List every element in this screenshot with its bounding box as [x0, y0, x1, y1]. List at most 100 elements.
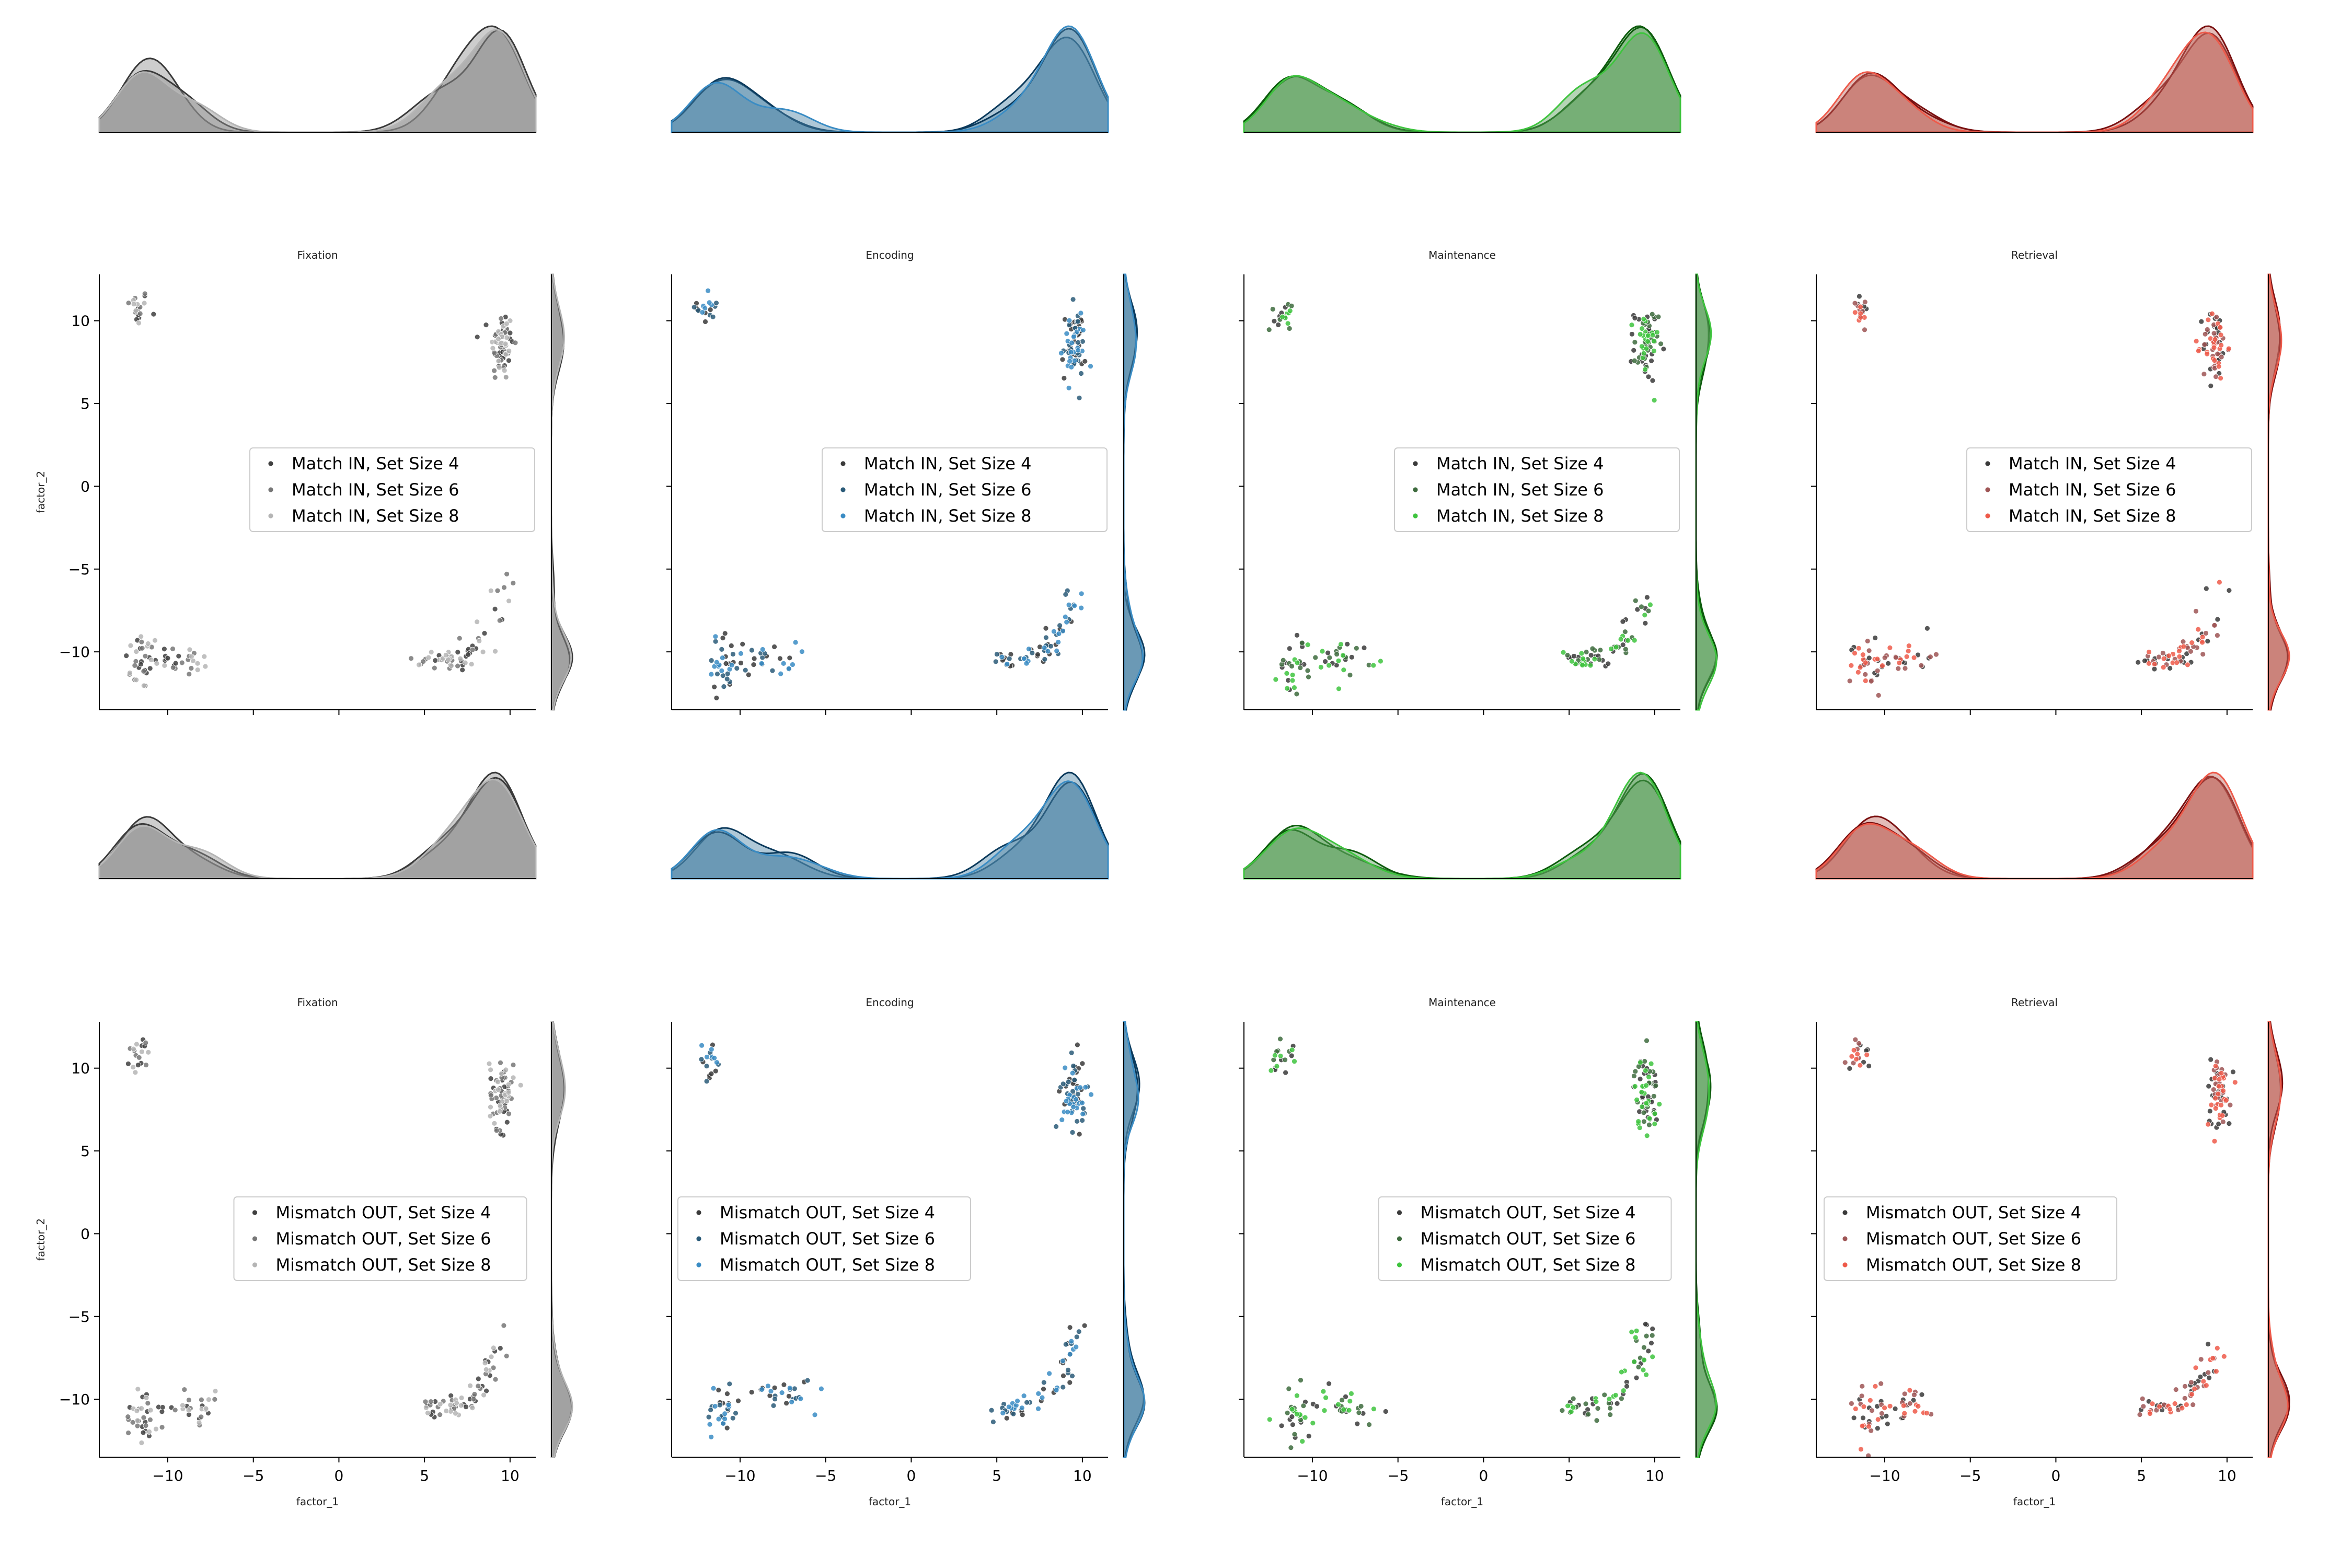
legend-label: Match IN, Set Size 6 — [864, 480, 1031, 500]
data-point — [698, 1056, 705, 1063]
data-point — [517, 1082, 524, 1088]
data-point — [707, 307, 713, 313]
data-point — [172, 1407, 178, 1413]
data-point — [1064, 619, 1070, 625]
data-point — [494, 587, 501, 594]
data-point — [1341, 667, 1347, 673]
density-curve — [2267, 273, 2290, 711]
data-point — [1852, 309, 1858, 316]
data-point — [702, 319, 708, 325]
data-point — [1021, 655, 1027, 662]
data-point — [1872, 1383, 1878, 1389]
data-point — [503, 1353, 510, 1359]
data-point — [2212, 337, 2218, 342]
data-point — [425, 1410, 431, 1416]
data-point — [425, 654, 432, 661]
scatter-points — [698, 1042, 1094, 1440]
data-point — [2208, 1102, 2215, 1108]
data-point — [506, 598, 512, 604]
data-point — [1631, 637, 1638, 643]
subplot-mismatch-maintenance: Maintenance −10 −5 0 5 10 factor_1 Mismatch OUT… — [1239, 771, 1718, 1508]
data-point — [499, 1070, 504, 1077]
data-point — [1639, 326, 1645, 331]
data-point — [1867, 1397, 1873, 1403]
data-point — [1278, 1423, 1285, 1429]
data-point — [2160, 650, 2166, 656]
data-point — [1078, 605, 1085, 611]
data-point — [1079, 1117, 1086, 1124]
marginal-y-density — [550, 273, 573, 711]
data-point — [1848, 662, 1854, 668]
data-point — [1629, 322, 1635, 328]
data-point — [145, 641, 151, 647]
data-point — [1633, 1375, 1640, 1381]
data-point — [1292, 1431, 1298, 1437]
data-point — [1063, 1098, 1069, 1104]
data-point — [2173, 1387, 2179, 1393]
data-point — [423, 1404, 429, 1411]
data-point — [2204, 351, 2210, 357]
data-point — [818, 1386, 824, 1392]
data-point — [1878, 1380, 1884, 1387]
data-point — [1347, 672, 1353, 678]
data-point — [1625, 638, 1631, 643]
data-point — [1037, 644, 1043, 650]
data-point — [2151, 661, 2158, 667]
data-point — [2182, 1383, 2188, 1389]
data-point — [2205, 1121, 2211, 1127]
data-point — [416, 662, 422, 668]
data-point — [205, 1397, 212, 1403]
data-point — [1010, 1411, 1017, 1417]
data-point — [134, 1408, 140, 1414]
data-point — [497, 617, 503, 624]
y-tick-label: 0 — [80, 478, 90, 495]
data-point — [491, 367, 497, 374]
data-point — [777, 655, 783, 662]
data-point — [1043, 635, 1049, 641]
data-point — [2199, 634, 2206, 640]
data-point — [990, 1419, 996, 1425]
data-point — [1650, 377, 1656, 384]
data-point — [159, 1404, 166, 1410]
data-point — [1654, 329, 1660, 336]
data-point — [198, 1414, 204, 1420]
data-point — [1904, 654, 1910, 660]
legend-label: Match IN, Set Size 6 — [1436, 480, 1604, 500]
data-point — [1642, 366, 1648, 373]
data-point — [1923, 1410, 1930, 1416]
data-point — [1288, 303, 1295, 309]
marginal-y-density — [550, 1021, 573, 1458]
data-point — [1859, 1393, 1865, 1399]
data-point — [141, 683, 147, 689]
data-point — [492, 374, 498, 381]
density-curve — [1695, 1021, 1717, 1458]
data-point — [147, 665, 153, 672]
data-point — [1643, 1371, 1650, 1378]
data-point — [501, 367, 508, 374]
data-point — [722, 630, 728, 637]
data-point — [2202, 331, 2208, 337]
data-point — [1895, 665, 1901, 672]
legend-label: Mismatch OUT, Set Size 4 — [276, 1203, 491, 1223]
data-point — [2220, 1088, 2226, 1094]
data-point — [497, 1345, 503, 1351]
legend-marker — [252, 1262, 258, 1268]
data-point — [1074, 1334, 1080, 1340]
x-tick-label: 5 — [1564, 1467, 1574, 1484]
data-point — [765, 1383, 771, 1389]
data-point — [708, 671, 714, 677]
data-point — [1346, 1407, 1352, 1413]
data-point — [1053, 1123, 1059, 1129]
data-point — [1076, 1329, 1082, 1335]
marginal-x-density — [1243, 771, 1681, 880]
data-point — [194, 660, 201, 666]
data-point — [488, 1076, 494, 1082]
data-point — [1652, 1111, 1658, 1117]
x-axis-label: factor_1 — [869, 1495, 911, 1508]
data-point — [1076, 1131, 1082, 1137]
data-point — [1588, 652, 1594, 658]
data-point — [1632, 1068, 1639, 1075]
data-point — [770, 1402, 777, 1409]
data-point — [1633, 1328, 1640, 1334]
data-point — [1859, 1423, 1865, 1429]
